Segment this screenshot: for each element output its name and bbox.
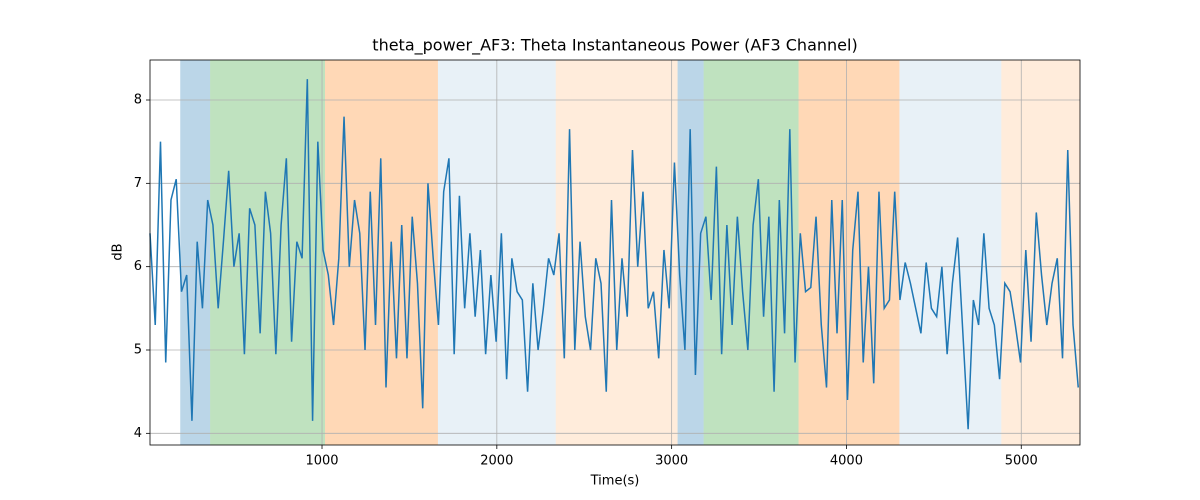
chart-title: theta_power_AF3: Theta Instantaneous Pow… xyxy=(372,36,857,56)
x-tick-label: 5000 xyxy=(1005,454,1038,469)
x-tick-label: 1000 xyxy=(305,454,338,469)
x-axis-label: Time(s) xyxy=(590,474,640,489)
data-line xyxy=(149,79,1079,430)
y-tick-label: 5 xyxy=(134,343,142,358)
y-tick-label: 7 xyxy=(134,176,142,191)
shaded-span xyxy=(703,60,799,445)
axes-frame xyxy=(149,59,1081,446)
shaded-span xyxy=(798,60,900,445)
shaded-span xyxy=(555,60,678,445)
y-tick-label: 8 xyxy=(134,93,142,108)
shaded-span xyxy=(899,60,1002,445)
y-tick-label: 4 xyxy=(134,426,142,441)
shaded-span xyxy=(324,60,438,445)
y-axis-label: dB xyxy=(111,243,126,260)
shaded-span xyxy=(1001,60,1080,445)
x-tick-label: 3000 xyxy=(655,454,688,469)
y-tick-label: 6 xyxy=(134,259,142,274)
x-tick-label: 2000 xyxy=(480,454,513,469)
x-tick-label: 4000 xyxy=(830,454,863,469)
